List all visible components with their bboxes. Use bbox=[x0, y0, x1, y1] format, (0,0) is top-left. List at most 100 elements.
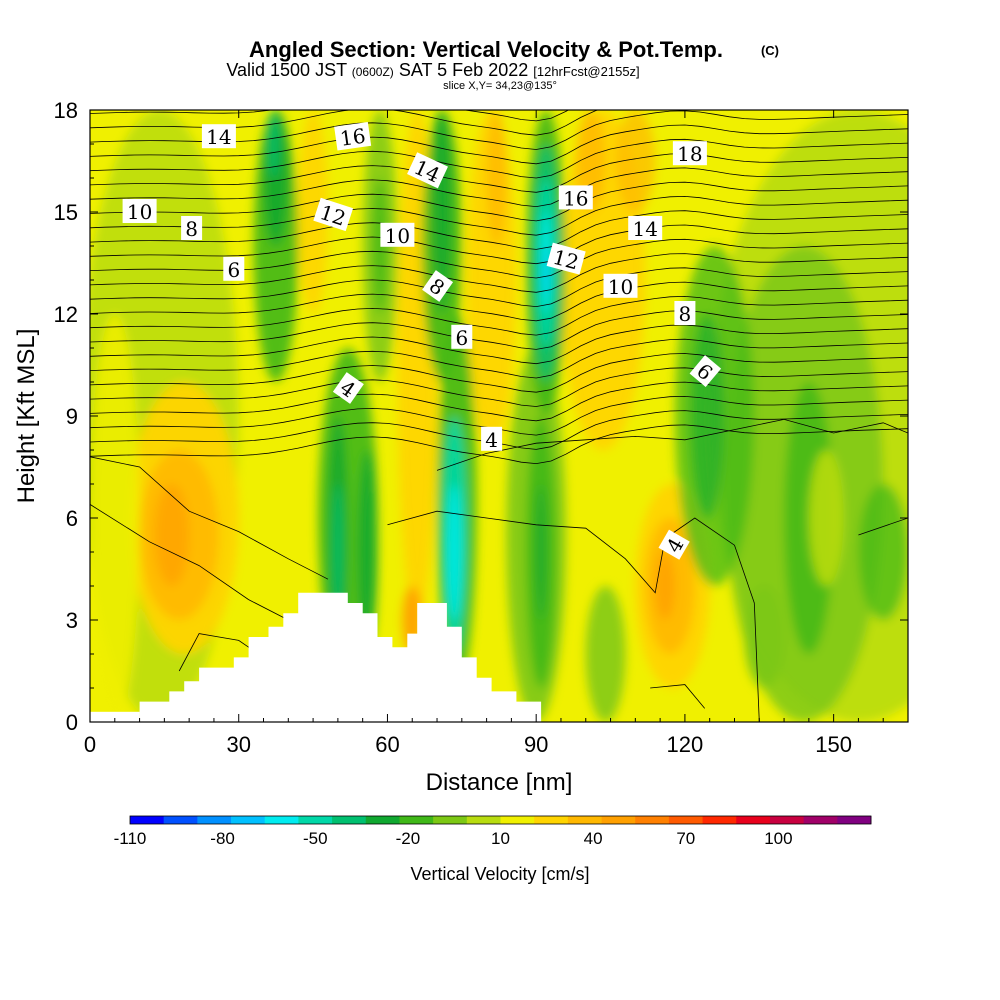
colorbar-swatch bbox=[433, 816, 468, 824]
colorbar-swatch bbox=[197, 816, 232, 824]
y-tick-label: 18 bbox=[54, 98, 78, 123]
contour-label: 14 bbox=[201, 124, 236, 149]
colorbar-frame bbox=[129, 815, 872, 825]
velocity-field bbox=[90, 110, 908, 722]
colorbar-swatch bbox=[500, 816, 535, 824]
velocity-region bbox=[808, 450, 844, 586]
contour-label-box bbox=[122, 199, 157, 223]
colorbar bbox=[129, 815, 872, 825]
isentrope-line bbox=[90, 310, 908, 350]
x-tick-label: 90 bbox=[524, 732, 548, 757]
velocity-region bbox=[858, 484, 908, 620]
contour-label: 4 bbox=[658, 529, 690, 560]
velocity-region bbox=[744, 586, 785, 688]
contour-label-box bbox=[380, 222, 415, 247]
terrain-profile bbox=[139, 592, 542, 722]
contour-label-box bbox=[481, 426, 503, 451]
colorbar-tick-label: 40 bbox=[584, 829, 603, 848]
isentrope-line bbox=[90, 267, 908, 308]
colorbar-tick-label: 100 bbox=[764, 829, 792, 848]
contour-label-text: 6 bbox=[455, 326, 468, 350]
contour-label-box bbox=[546, 242, 586, 275]
contour-label-box bbox=[332, 372, 364, 404]
contour-label-box bbox=[313, 197, 354, 232]
contour-label-box bbox=[223, 256, 245, 281]
valid-date: SAT 5 Feb 2022 bbox=[399, 60, 528, 80]
velocity-region bbox=[90, 314, 140, 722]
isentrope-line bbox=[90, 353, 908, 393]
isentrope-lines bbox=[90, 93, 908, 722]
x-tick-label: 150 bbox=[815, 732, 852, 757]
copyright-mark: (C) bbox=[761, 43, 779, 58]
y-tick-label: 3 bbox=[66, 608, 78, 633]
isentrope-line bbox=[90, 381, 908, 422]
contour-label: 8 bbox=[181, 216, 203, 241]
isentrope-line bbox=[90, 110, 570, 122]
colorbar-swatch bbox=[163, 816, 198, 824]
colorbar-tick-label: -50 bbox=[303, 829, 328, 848]
contour-label-text: 4 bbox=[485, 428, 498, 452]
contour-label: 6 bbox=[223, 256, 245, 282]
colorbar-title: Vertical Velocity [cm/s] bbox=[410, 864, 589, 884]
y-axis: 0 3 6 9 12 15 18 bbox=[54, 98, 908, 735]
contour-label-box bbox=[181, 216, 203, 240]
colorbar-tick-label: -110 bbox=[114, 829, 147, 848]
colorbar-swatch bbox=[130, 816, 165, 824]
velocity-region bbox=[689, 314, 725, 518]
contour-label: 12 bbox=[313, 197, 354, 232]
colorbar-swatch bbox=[567, 816, 602, 824]
terrain-base-left bbox=[90, 711, 140, 722]
contour-label-box bbox=[451, 324, 473, 349]
velocity-region bbox=[655, 552, 675, 620]
isentrope-line bbox=[858, 517, 908, 536]
x-tick-label: 120 bbox=[667, 732, 704, 757]
y-tick-label: 12 bbox=[54, 302, 78, 327]
colorbar-swatch bbox=[264, 816, 299, 824]
velocity-region bbox=[154, 484, 190, 586]
contour-label-text: 14 bbox=[632, 217, 657, 241]
y-tick-label: 0 bbox=[66, 710, 78, 735]
contour-label: 16 bbox=[558, 185, 593, 210]
contour-label-box bbox=[334, 121, 372, 151]
colorbar-tick-label: -80 bbox=[210, 829, 235, 848]
x-tick-label: 30 bbox=[226, 732, 250, 757]
x-tick-label: 0 bbox=[84, 732, 96, 757]
isentrope-line bbox=[90, 224, 908, 265]
isentrope-line bbox=[90, 167, 908, 208]
velocity-region bbox=[446, 484, 462, 620]
velocity-region bbox=[332, 484, 343, 620]
colorbar-tick-label: 70 bbox=[676, 829, 695, 848]
valid-prefix: Valid 1500 JST bbox=[226, 60, 347, 80]
slice-info: slice X,Y= 34,23@135° bbox=[443, 80, 557, 92]
contour-label-text: 10 bbox=[608, 275, 633, 299]
contour-label: 8 bbox=[674, 301, 696, 326]
forecast-info: [12hrFcst@2155z] bbox=[533, 64, 639, 79]
colorbar-swatch bbox=[702, 816, 737, 824]
velocity-region bbox=[536, 484, 547, 620]
colorbar-swatch bbox=[736, 816, 771, 824]
isentrope-line bbox=[90, 504, 289, 621]
contour-label-text: 16 bbox=[563, 186, 588, 210]
x-axis: 0 30 60 90 120 150 bbox=[84, 110, 884, 757]
contour-label: 12 bbox=[546, 242, 586, 275]
contour-label: 4 bbox=[481, 426, 503, 452]
isentrope-line bbox=[90, 181, 908, 222]
colorbar-swatch bbox=[769, 816, 805, 824]
contour-label-box bbox=[407, 152, 449, 189]
isentrope-line bbox=[90, 93, 908, 107]
contour-label: 10 bbox=[380, 222, 415, 248]
colorbar-swatch bbox=[399, 816, 434, 824]
colorbar-swatch bbox=[803, 816, 838, 824]
isentrope-line bbox=[90, 295, 908, 336]
colorbar-swatch bbox=[668, 816, 703, 824]
isentrope-line bbox=[90, 253, 908, 293]
y-axis-title: Height [Kft MSL] bbox=[13, 329, 40, 504]
velocity-region bbox=[615, 110, 656, 212]
contour-label-box bbox=[689, 355, 722, 387]
colorbar-swatch bbox=[534, 816, 569, 824]
isentrope-line bbox=[90, 324, 908, 365]
contour-label-box bbox=[558, 185, 593, 210]
y-tick-label: 9 bbox=[66, 404, 78, 429]
